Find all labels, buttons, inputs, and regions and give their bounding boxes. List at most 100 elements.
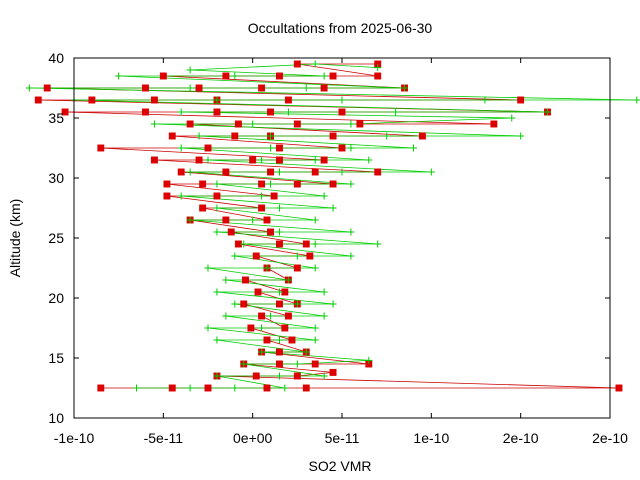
data-point <box>247 324 255 332</box>
data-point <box>275 228 283 236</box>
data-point <box>258 180 266 188</box>
data-point <box>61 108 69 116</box>
data-point <box>263 216 271 224</box>
data-point <box>177 144 185 152</box>
data-point <box>258 156 266 164</box>
data-point <box>329 132 337 140</box>
series-line-segment <box>207 327 316 341</box>
data-point <box>311 360 319 368</box>
data-point <box>338 168 346 176</box>
data-point <box>329 204 337 212</box>
data-point <box>275 336 283 344</box>
series-line-segment <box>166 183 275 197</box>
data-point <box>275 168 283 176</box>
data-point <box>306 252 314 260</box>
data-point <box>267 168 274 176</box>
series-line-segment <box>216 375 619 389</box>
data-point <box>374 72 382 80</box>
data-point <box>267 108 274 116</box>
series-line-segment <box>190 123 423 137</box>
data-point <box>258 204 266 212</box>
series-line-segment <box>202 207 268 221</box>
x-tick-label: 0e+00 <box>233 430 273 446</box>
series-line-segment <box>243 363 325 377</box>
x-axis-label: SO2 VMR <box>308 458 371 474</box>
data-point <box>258 192 266 200</box>
data-point <box>222 216 230 224</box>
data-point <box>240 240 248 248</box>
data-point <box>338 144 346 152</box>
series-line-segment <box>297 63 378 77</box>
x-tick-label: 5e-11 <box>325 430 360 446</box>
data-point <box>213 336 221 344</box>
data-point <box>258 84 266 92</box>
data-point <box>311 324 319 332</box>
data-point <box>133 384 141 392</box>
data-point <box>195 84 203 92</box>
series-line-segment <box>65 111 494 125</box>
data-point <box>88 96 96 104</box>
data-point <box>168 384 176 392</box>
data-point <box>204 156 212 164</box>
data-point <box>213 228 221 236</box>
series-line-segment <box>190 69 325 77</box>
data-point <box>242 276 249 284</box>
data-point <box>311 336 319 344</box>
data-point <box>240 300 248 308</box>
series-line-segment <box>181 111 512 119</box>
data-point <box>222 276 230 284</box>
data-point <box>263 384 271 392</box>
data-point <box>302 240 310 248</box>
data-point <box>186 168 194 176</box>
plot-content <box>25 60 640 392</box>
data-point <box>284 108 292 116</box>
data-point <box>186 120 194 128</box>
data-point <box>275 288 283 296</box>
series-line-segment <box>225 315 316 329</box>
data-point <box>543 108 551 116</box>
data-point <box>97 144 105 152</box>
data-point <box>347 252 355 260</box>
series-line-segment <box>100 147 325 161</box>
data-point <box>347 144 355 152</box>
data-point <box>320 372 328 380</box>
data-point <box>418 132 426 140</box>
y-tick-label: 25 <box>48 230 64 246</box>
data-point <box>615 384 623 392</box>
data-point <box>159 72 167 80</box>
data-point <box>97 384 105 392</box>
data-point <box>311 168 319 176</box>
data-point <box>240 360 248 368</box>
series-line-segment <box>245 279 285 293</box>
series-line-segment <box>238 243 310 257</box>
data-point <box>311 216 319 224</box>
data-point <box>320 156 328 164</box>
data-point <box>263 336 271 344</box>
data-point <box>34 96 42 104</box>
data-point <box>311 264 319 272</box>
series-line-segment <box>190 219 271 233</box>
data-point <box>267 180 275 188</box>
data-point <box>213 180 221 188</box>
series-line-segment <box>216 339 307 353</box>
data-point <box>281 324 289 332</box>
y-tick-label: 15 <box>48 350 64 366</box>
data-point <box>365 356 373 364</box>
data-point <box>329 368 337 376</box>
data-point <box>481 96 489 104</box>
plot-frame <box>73 57 611 419</box>
data-point <box>258 324 266 332</box>
data-point <box>231 252 239 260</box>
data-point <box>347 180 355 188</box>
y-tick-label: 10 <box>48 410 64 426</box>
data-point <box>168 132 176 140</box>
series-line-segment <box>266 267 289 281</box>
data-point <box>186 216 194 224</box>
data-point <box>142 108 149 116</box>
data-point <box>320 72 328 80</box>
data-point <box>150 96 158 104</box>
data-point <box>204 144 212 152</box>
data-point <box>374 64 382 72</box>
data-point <box>276 360 283 368</box>
data-point <box>249 216 257 224</box>
